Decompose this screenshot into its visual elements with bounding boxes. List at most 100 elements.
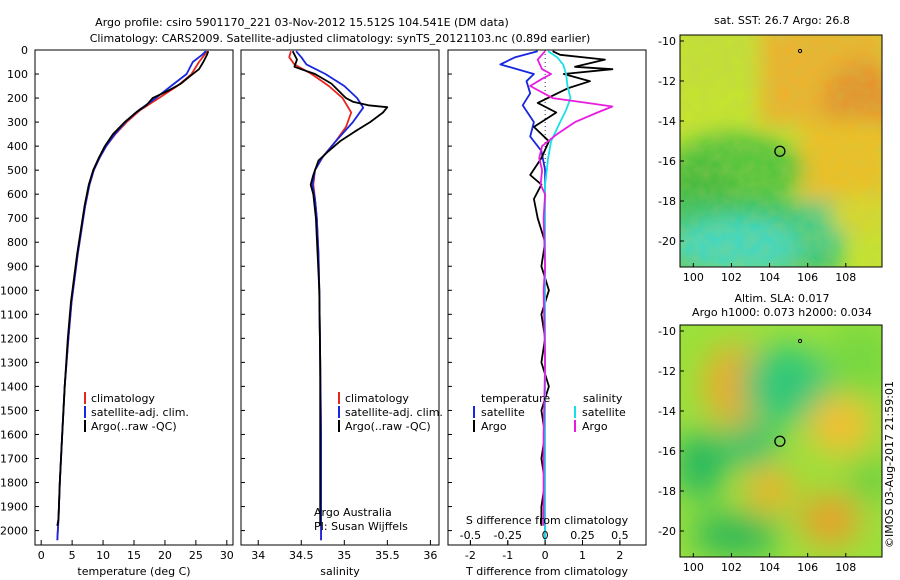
temperature-legend: climatology satellite-adj. clim. Argo(..… (84, 392, 189, 433)
sla-map-frame (679, 324, 883, 558)
map-x-tick-label: 104 (759, 271, 780, 284)
argo-position-marker (774, 145, 786, 157)
salinity-plot-frame (240, 49, 440, 546)
y-tick-label: 1500 (0, 404, 28, 417)
y-tick-label: 1000 (0, 284, 28, 297)
y-tick-label: 600 (7, 188, 28, 201)
y-tick-label: 1300 (0, 356, 28, 369)
sst-map-frame (679, 34, 883, 268)
s-tick-label: 0.5 (611, 529, 629, 542)
map-y-tick-label: -20 (658, 235, 676, 248)
y-tick-label: 300 (7, 116, 28, 129)
map-x-tick-label: 104 (759, 561, 780, 574)
x-tick-label: 2 (616, 549, 623, 562)
y-tick-label: 1800 (0, 477, 28, 490)
y-tick-label: 1200 (0, 332, 28, 345)
map-y-tick-label: -10 (658, 35, 676, 48)
map-y-tick-label: -18 (658, 485, 676, 498)
map-y-tick-label: -10 (658, 325, 676, 338)
map-x-tick-label: 102 (721, 271, 742, 284)
x-tick-label: 15 (127, 549, 141, 562)
map-y-tick-label: -12 (658, 365, 676, 378)
map-x-tick-label: 108 (835, 271, 856, 284)
temperature-xlabel: temperature (deg C) (77, 565, 190, 578)
legend-label-satellite: satellite-adj. clim. (345, 406, 443, 419)
y-tick-label: 2000 (0, 525, 28, 538)
y-tick-label: 1600 (0, 428, 28, 441)
x-tick-label: -2 (465, 549, 476, 562)
sst-markers-layer: 100 102 104 106 108 -10 -12 -14 -16 -18 -20 (658, 35, 856, 284)
legend-label-t-satellite: satellite (481, 406, 525, 419)
legend-label-t-argo: Argo (481, 420, 507, 433)
legend-label-climatology: climatology (345, 392, 409, 405)
temperature-series-layer (56, 50, 210, 541)
y-tick-label: 500 (7, 164, 28, 177)
x-tick-label: 34 (251, 549, 265, 562)
t-difference-xlabel: T difference from climatology (465, 565, 628, 578)
map-y-tick-label: -14 (658, 115, 676, 128)
series-line-argo-raw-qc- (291, 50, 389, 526)
y-tick-label: 200 (7, 92, 28, 105)
sla-heatmap (680, 325, 882, 557)
map-y-tick-label: -16 (658, 445, 676, 458)
sla-map-subtitle: Argo h1000: 0.073 h2000: 0.034 (692, 306, 872, 319)
y-tick-label: 400 (7, 140, 28, 153)
map-y-tick-label: -12 (658, 75, 676, 88)
s-tick-label: 0.25 (570, 529, 595, 542)
argo-position-marker (774, 435, 786, 447)
s-tick-label: 0 (542, 529, 549, 542)
sla-map-title: Altim. SLA: 0.017 (734, 292, 829, 305)
x-tick-label: 5 (69, 549, 76, 562)
difference-legend: temperature salinity satellite Argo sate… (473, 392, 626, 433)
map-x-tick-label: 100 (683, 271, 704, 284)
series-line-salinity-satellite (544, 50, 572, 541)
map-x-tick-label: 102 (721, 561, 742, 574)
s-tick-label: -0.5 (460, 529, 481, 542)
credit-text: ©IMOS 03-Aug-2017 21:59:01 (883, 381, 896, 548)
argo-australia-label: Argo Australia (314, 506, 392, 519)
y-tick-label: 1400 (0, 380, 28, 393)
salinity-legend: climatology satellite-adj. clim. Argo(..… (314, 392, 443, 533)
pi-label: PI: Susan Wijffels (314, 520, 408, 533)
axes-layer: 0 5 10 15 20 25 300100200300400500600700800900… (0, 44, 629, 562)
temperature-plot-frame (34, 49, 234, 546)
series-line-argo-raw-qc- (56, 50, 210, 526)
figure-title-line2: Climatology: CARS2009. Satellite-adjuste… (90, 32, 591, 45)
map-x-tick-label: 106 (797, 271, 818, 284)
x-tick-label: 10 (96, 549, 110, 562)
x-tick-label: 20 (158, 549, 172, 562)
legend-label-climatology: climatology (91, 392, 155, 405)
sst-map-title: sat. SST: 26.7 Argo: 26.8 (714, 14, 850, 27)
sst-heatmap (680, 35, 882, 267)
x-tick-label: 25 (189, 549, 203, 562)
map-x-tick-label: 100 (683, 561, 704, 574)
s-difference-xlabel: S difference from climatology (466, 514, 629, 527)
x-tick-label: 34.5 (289, 549, 314, 562)
legend-header-salinity: salinity (583, 392, 623, 405)
legend-header-temperature: temperature (481, 392, 550, 405)
x-tick-label: 35.5 (375, 549, 400, 562)
x-tick-label: 0 (38, 549, 45, 562)
x-tick-label: 30 (220, 549, 234, 562)
map-x-tick-label: 108 (835, 561, 856, 574)
s-tick-label: -0.25 (494, 529, 522, 542)
legend-label-argo: Argo(..raw -QC) (91, 420, 177, 433)
map-y-tick-label: -20 (658, 525, 676, 538)
y-tick-label: 800 (7, 236, 28, 249)
map-y-tick-label: -18 (658, 195, 676, 208)
small-position-marker (797, 338, 803, 344)
x-tick-label: 0 (542, 549, 549, 562)
map-x-tick-label: 106 (797, 561, 818, 574)
y-tick-label: 700 (7, 212, 28, 225)
y-tick-label: 0 (21, 44, 28, 57)
sla-markers-layer: 100 102 104 106 108 -10 -12 -14 -16 -18 -20 (658, 325, 856, 574)
y-tick-label: 1900 (0, 501, 28, 514)
legend-label-s-argo: Argo (582, 420, 608, 433)
y-tick-label: 100 (7, 68, 28, 81)
x-tick-label: 36 (423, 549, 437, 562)
map-y-tick-label: -16 (658, 155, 676, 168)
salinity-xlabel: salinity (320, 565, 360, 578)
legend-label-s-satellite: satellite (582, 406, 626, 419)
map-y-tick-label: -14 (658, 405, 676, 418)
